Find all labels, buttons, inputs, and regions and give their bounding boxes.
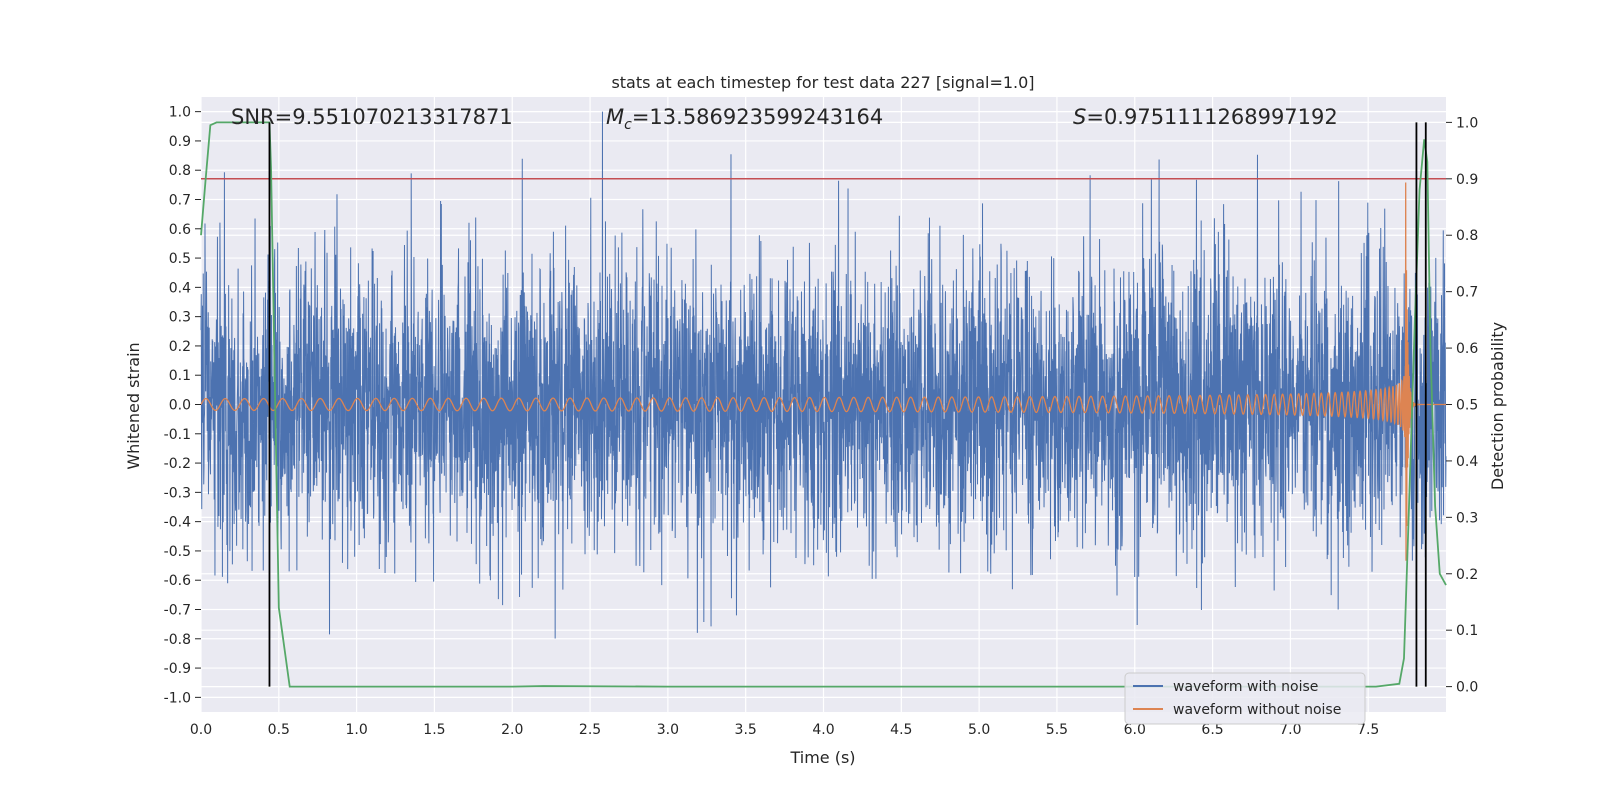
left-y-tick-label: 0.1 [169, 368, 191, 384]
left-y-tick-label: -0.9 [164, 661, 191, 677]
legend-box [1124, 672, 1366, 725]
series-waveform-with-noise [200, 111, 1447, 639]
left-y-tick-label: 0.7 [169, 193, 191, 209]
x-tick-label: 3.5 [735, 722, 757, 738]
right-y-tick-label: 0.7 [1456, 285, 1478, 301]
x-tick-label: 2.0 [501, 722, 523, 738]
series-waveform-without-noise [200, 182, 1446, 561]
chirp-mass-value: =13.586923599243164 [632, 105, 883, 129]
x-tick-label: 7.5 [1357, 722, 1379, 738]
right-y-tick-label: 0.1 [1456, 623, 1478, 639]
left-y-tick-label: 0.9 [169, 134, 191, 150]
chirp-mass-annotation: Mc=13.586923599243164 [606, 105, 883, 133]
x-tick-label: 1.0 [345, 722, 367, 738]
x-tick-label: 3.0 [657, 722, 679, 738]
x-tick-label: 2.5 [579, 722, 601, 738]
x-tick-label: 5.0 [968, 722, 990, 738]
x-tick-labels: 0.0 0.5 1.0 1.5 2.0 2.5 3.0 3.5 4.0 4.5 5.0 5.5 6.0 6… [190, 722, 1379, 738]
chirp-mass-subscript: c [624, 117, 632, 133]
left-y-tick-label: 0.6 [169, 222, 191, 238]
x-tick-label: 1.5 [423, 722, 445, 738]
x-axis-label: Time (s) [789, 748, 855, 767]
right-y-tick-label: 0.2 [1456, 567, 1478, 583]
x-tick-label: 0.5 [268, 722, 290, 738]
right-y-axis-label: Detection probability [1488, 322, 1507, 490]
left-y-tick-label: -0.8 [164, 632, 191, 648]
chirp-mass-symbol: M [606, 105, 624, 129]
left-y-tick-labels: 1.0 0.9 0.8 0.7 0.6 0.5 0.4 0.3 0.2 0.1 0.0 -0.1 -0.… [164, 105, 201, 706]
series-detection-probability [200, 121, 1447, 688]
s-value: =0.9751111268997192 [1086, 105, 1337, 129]
left-y-tick-label: 0.5 [169, 251, 191, 267]
x-tick-label: 4.0 [812, 722, 834, 738]
right-y-tick-labels: 1.0 0.9 0.8 0.7 0.6 0.5 0.4 0.3 0.2 0.1 0.0 [1446, 115, 1478, 696]
legend-label-chirp: waveform without noise [1173, 702, 1341, 718]
left-y-tick-label: -0.2 [164, 456, 191, 472]
left-y-tick-label: 0.2 [169, 339, 191, 355]
left-y-tick-label: -0.4 [164, 515, 191, 531]
left-y-tick-label: -0.7 [164, 603, 191, 619]
left-y-tick-label: -0.6 [164, 573, 191, 589]
legend: waveform with noise waveform without noi… [1124, 672, 1366, 725]
chart-title: stats at each timestep for test data 227… [611, 73, 1034, 92]
x-tick-label: 6.5 [1201, 722, 1223, 738]
left-y-tick-label: -0.3 [164, 485, 191, 501]
left-y-tick-label: 1.0 [169, 105, 191, 121]
left-y-tick-label: 0.0 [169, 398, 191, 414]
right-y-tick-label: 0.0 [1456, 680, 1478, 696]
x-tick-label: 0.0 [190, 722, 212, 738]
right-y-tick-label: 0.4 [1456, 454, 1478, 470]
right-y-tick-label: 0.5 [1456, 398, 1478, 414]
x-tick-label: 5.5 [1046, 722, 1068, 738]
s-symbol: S [1073, 105, 1086, 129]
x-tick-label: 7.0 [1279, 722, 1301, 738]
left-y-tick-label: 0.3 [169, 310, 191, 326]
right-y-tick-label: 0.6 [1456, 341, 1478, 357]
vertical-lines [268, 122, 1427, 687]
right-y-tick-label: 0.9 [1456, 172, 1478, 188]
x-tick-label: 6.0 [1124, 722, 1146, 738]
noise-waveform-line [200, 111, 1447, 639]
left-y-axis-label: Whitened strain [124, 342, 143, 469]
snr-annotation: SNR=9.551070213317871 [231, 105, 513, 129]
x-tick-label: 4.5 [890, 722, 912, 738]
left-y-tick-label: -0.5 [164, 544, 191, 560]
left-y-tick-label: 0.8 [169, 163, 191, 179]
right-y-tick-label: 0.3 [1456, 510, 1478, 526]
left-y-tick-label: 0.4 [169, 280, 191, 296]
left-y-tick-label: -1.0 [164, 690, 191, 706]
left-y-tick-label: -0.1 [164, 427, 191, 443]
right-y-tick-label: 1.0 [1456, 115, 1478, 131]
legend-label-noise: waveform with noise [1173, 679, 1318, 695]
right-y-tick-label: 0.8 [1456, 228, 1478, 244]
detection-probability-line [200, 121, 1447, 688]
s-annotation: S=0.9751111268997192 [1073, 105, 1338, 129]
chirp-waveform-line [200, 182, 1446, 561]
